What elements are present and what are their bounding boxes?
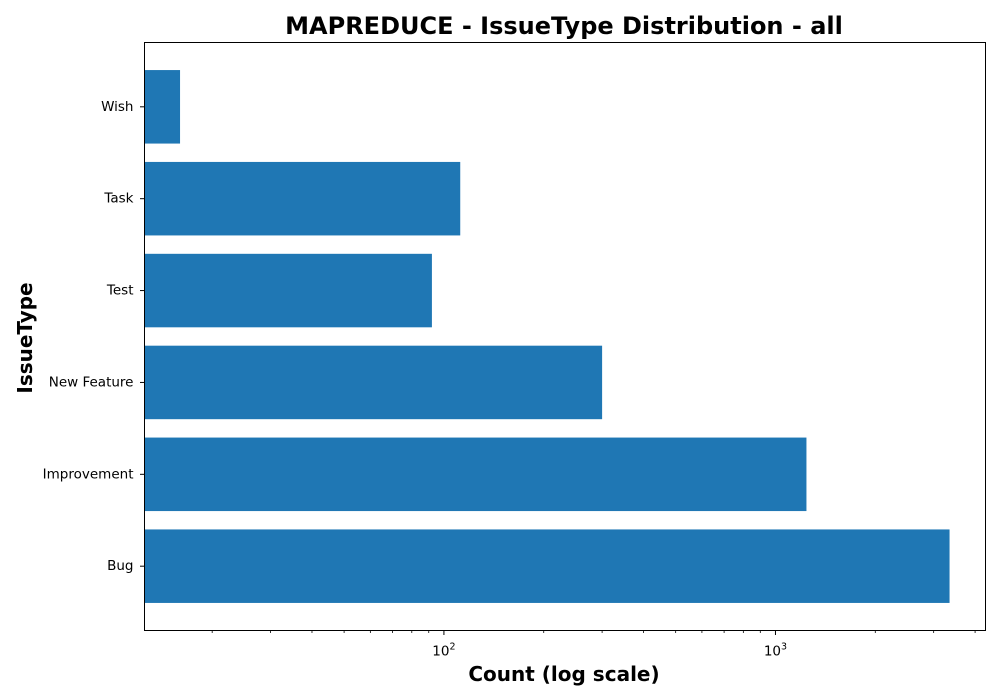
y-axis-ticks: Bug Improvement New Feature Test Task Wish [43,99,145,574]
y-tick-label: Task [103,191,133,207]
bar-wish [144,70,181,144]
plot-frame [144,42,986,631]
y-tick-label: Improvement [43,466,134,482]
bars-group [144,70,950,603]
bar-improvement [144,437,807,512]
y-tick-label: New Feature [49,374,134,390]
x-axis-label: Count (log scale) [468,662,659,686]
x-tick-label: 102 [432,642,455,660]
bar-test [144,253,432,328]
y-tick-label: Bug [107,558,133,574]
x-axis-ticks: 102 103 [211,630,976,660]
y-axis-label: IssueType [13,282,37,393]
y-tick-label: Wish [101,99,133,115]
bar-task [144,161,461,236]
y-tick-label: Test [106,283,134,299]
chart-title: MAPREDUCE - IssueType Distribution - all [285,12,843,40]
bar-bug [144,529,950,603]
x-tick-label: 103 [764,642,787,660]
bar-new-feature [144,345,603,420]
